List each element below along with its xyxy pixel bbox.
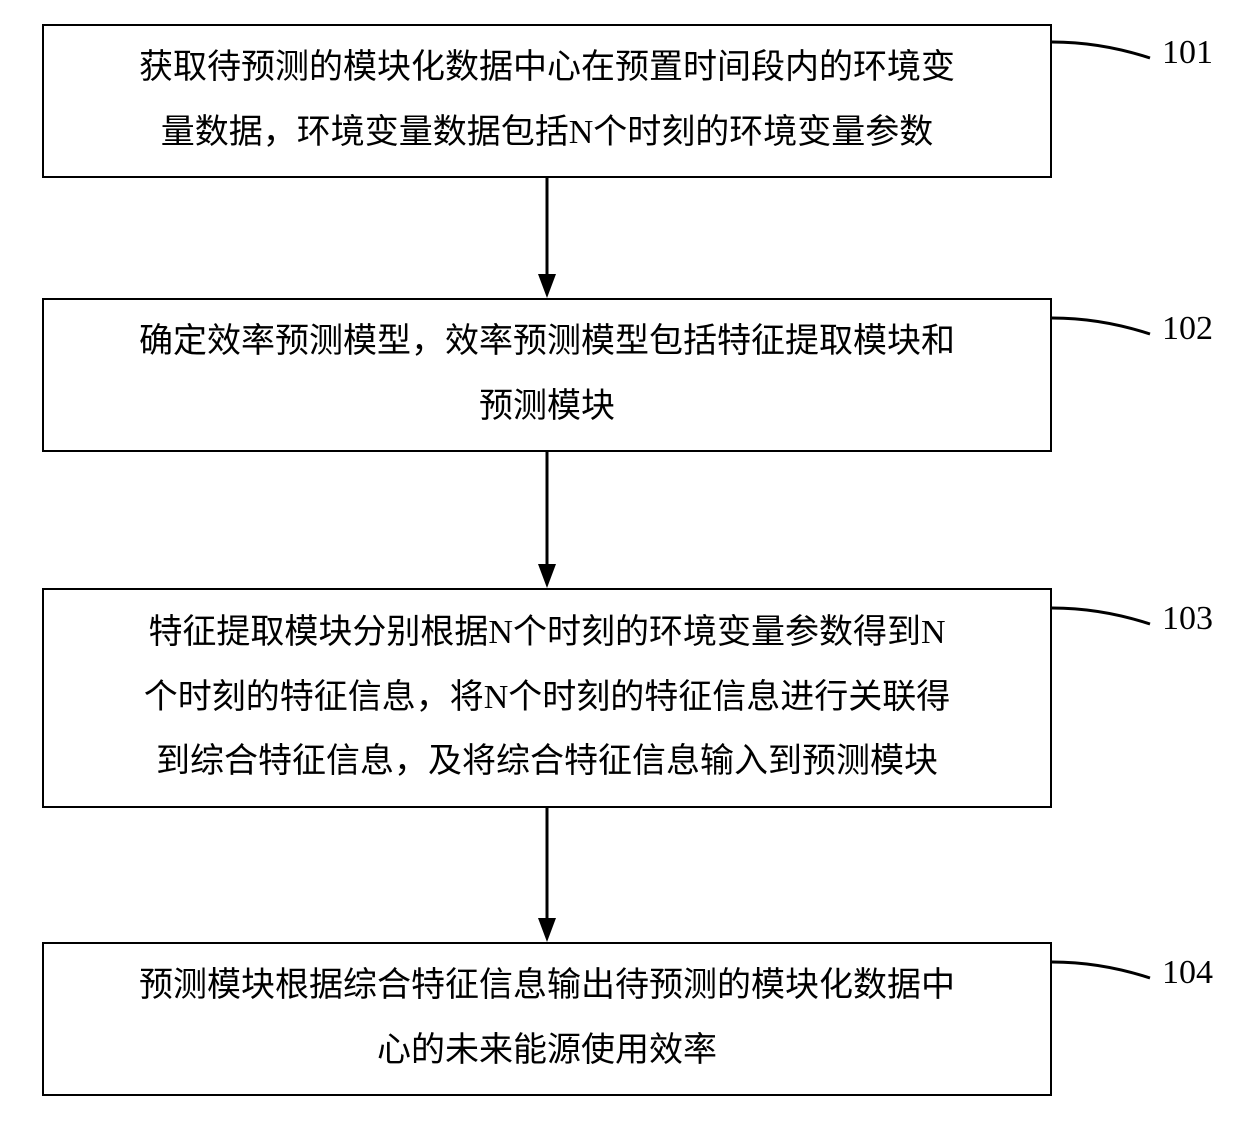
flow-step-text: 获取待预测的模块化数据中心在预置时间段内的环境变 量数据，环境变量数据包括N个时… xyxy=(139,36,955,165)
leader-line xyxy=(1050,606,1152,626)
leader-line xyxy=(1050,316,1152,336)
flow-step-text: 预测模块根据综合特征信息输出待预测的模块化数据中 心的未来能源使用效率 xyxy=(139,954,955,1083)
step-number-label: 103 xyxy=(1162,600,1213,638)
leader-line xyxy=(1050,960,1152,980)
leader-line xyxy=(1050,40,1152,60)
flow-step-text: 特征提取模块分别根据N个时刻的环境变量参数得到N 个时刻的特征信息，将N个时刻的… xyxy=(144,601,951,795)
flow-step-102: 确定效率预测模型，效率预测模型包括特征提取模块和 预测模块 xyxy=(42,298,1052,452)
step-number-label: 101 xyxy=(1162,34,1213,72)
flow-step-text: 确定效率预测模型，效率预测模型包括特征提取模块和 预测模块 xyxy=(139,310,955,439)
flow-step-104: 预测模块根据综合特征信息输出待预测的模块化数据中 心的未来能源使用效率 xyxy=(42,942,1052,1096)
flow-step-103: 特征提取模块分别根据N个时刻的环境变量参数得到N 个时刻的特征信息，将N个时刻的… xyxy=(42,588,1052,808)
step-number-label: 102 xyxy=(1162,310,1213,348)
flow-arrow xyxy=(534,178,560,298)
step-number-label: 104 xyxy=(1162,954,1213,992)
flow-arrow xyxy=(534,808,560,942)
flow-arrow xyxy=(534,452,560,588)
flow-step-101: 获取待预测的模块化数据中心在预置时间段内的环境变 量数据，环境变量数据包括N个时… xyxy=(42,24,1052,178)
flowchart-canvas: 获取待预测的模块化数据中心在预置时间段内的环境变 量数据，环境变量数据包括N个时… xyxy=(0,0,1240,1131)
